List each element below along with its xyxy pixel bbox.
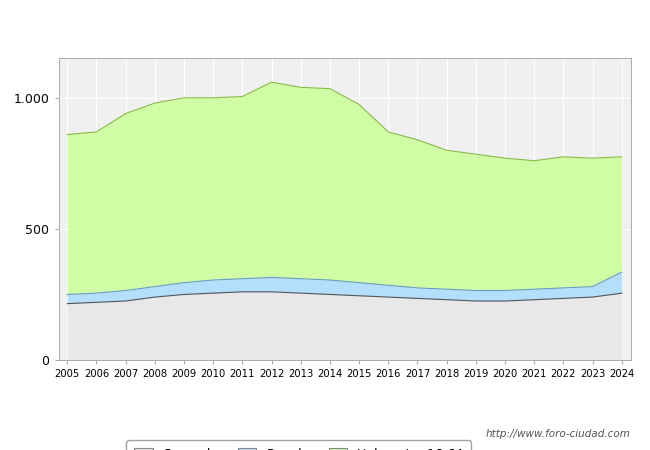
Legend: Ocupados, Parados, Hab. entre 16-64: Ocupados, Parados, Hab. entre 16-64 [127, 440, 471, 450]
Text: http://www.foro-ciudad.com: http://www.foro-ciudad.com [486, 429, 630, 439]
Text: Siete Aguas - Evolucion de la poblacion en edad de Trabajar Noviembre de 2024: Siete Aguas - Evolucion de la poblacion … [68, 17, 582, 30]
